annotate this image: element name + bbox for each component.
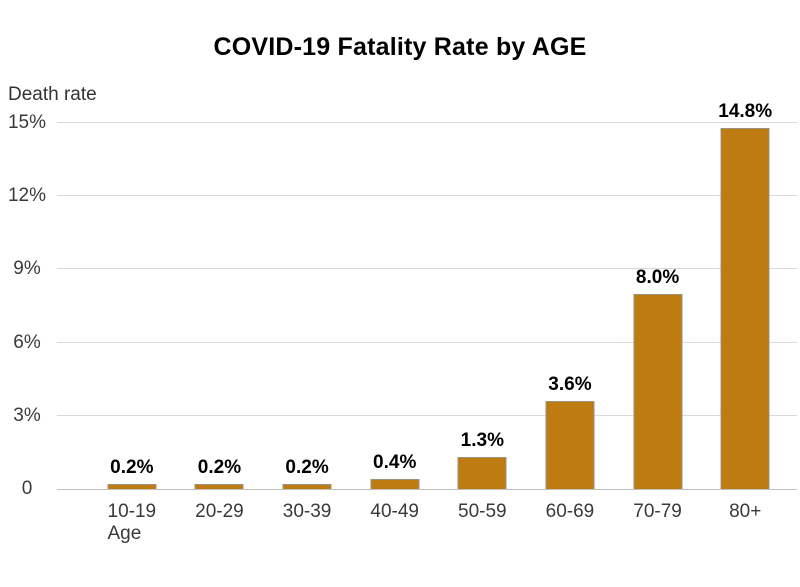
y-axis-ticks: 15% 12% 9% 6% 3% 0 xyxy=(0,113,54,499)
x-label-slot: 10-19 Age xyxy=(88,501,176,545)
bar-80+[interactable] xyxy=(720,127,770,489)
bar-10-19[interactable] xyxy=(107,484,157,489)
bar-slot: 3.6% xyxy=(526,123,614,489)
x-tick-label: 20-29 xyxy=(195,501,244,522)
gridline xyxy=(57,341,797,343)
x-axis-line xyxy=(57,489,797,490)
bar-slot: 0.2% xyxy=(176,123,264,489)
bar-slot: 0.2% xyxy=(263,123,351,489)
bar-value-label: 3.6% xyxy=(548,374,592,396)
y-tick-label: 9% xyxy=(13,258,41,280)
x-tick-label: 40-49 xyxy=(370,501,419,522)
bar-value-label: 14.8% xyxy=(718,100,773,122)
x-tick-label: 50-59 xyxy=(458,501,507,522)
bar-value-label: 0.2% xyxy=(197,457,242,479)
x-tick-label: 10-19 Age xyxy=(107,501,157,544)
x-label-slot: 40-49 xyxy=(351,501,439,545)
y-tick-label: 3% xyxy=(13,404,41,426)
bar-value-label: 8.0% xyxy=(635,266,680,288)
gridline xyxy=(57,268,797,270)
x-label-slot: 80+ xyxy=(701,501,789,545)
y-tick-label: 12% xyxy=(7,185,47,207)
x-label-slot: 30-39 xyxy=(263,501,351,545)
x-label-slot: 20-29 xyxy=(176,501,264,545)
bar-slot: 1.3% xyxy=(439,123,527,489)
chart-title: COVID-19 Fatality Rate by AGE xyxy=(213,33,587,61)
x-label-slot: 50-59 xyxy=(439,501,527,545)
x-tick-label: 80+ xyxy=(729,501,762,522)
gridline xyxy=(57,195,797,197)
bars-row: 0.2% 0.2% 0.2% 0.4% 1.3% 3.6% 8.0% 14.8% xyxy=(88,101,789,489)
bar-value-label: 0.4% xyxy=(373,452,417,474)
y-tick-label: 6% xyxy=(13,331,41,353)
bar-slot: 0.4% xyxy=(351,123,439,489)
plot-area: 0.2% 0.2% 0.2% 0.4% 1.3% 3.6% 8.0% 14.8% xyxy=(57,101,797,490)
bar-slot: 14.8% xyxy=(701,101,789,489)
bar-value-label: 0.2% xyxy=(110,457,154,479)
x-tick-label: 60-69 xyxy=(545,501,595,522)
bar-50-59[interactable] xyxy=(457,457,507,489)
x-label-slot: 60-69 xyxy=(526,501,614,545)
bar-value-label: 0.2% xyxy=(285,457,329,479)
gridline xyxy=(57,122,797,123)
x-tick-label: 30-39 xyxy=(282,501,332,522)
bar-70-79[interactable] xyxy=(633,293,683,489)
bar-value-label: 1.3% xyxy=(460,430,504,452)
y-axis-label: Death rate xyxy=(8,84,97,105)
x-tick-label: 70-79 xyxy=(633,501,682,522)
bar-60-69[interactable] xyxy=(545,401,595,489)
gridline xyxy=(57,414,797,416)
x-axis-labels: 10-19 Age 20-29 30-39 40-49 50-59 60-69 70-79 80… xyxy=(88,501,789,545)
y-tick-label: 15% xyxy=(7,112,47,133)
bar-20-29[interactable] xyxy=(194,484,244,489)
bar-40-49[interactable] xyxy=(370,479,420,489)
bar-30-39[interactable] xyxy=(282,484,332,489)
bar-slot: 8.0% xyxy=(614,123,702,489)
x-label-slot: 70-79 xyxy=(614,501,702,545)
x-axis-label: Age xyxy=(107,523,142,544)
bar-slot: 0.2% xyxy=(88,123,176,489)
y-tick-label: 0 xyxy=(21,478,33,499)
